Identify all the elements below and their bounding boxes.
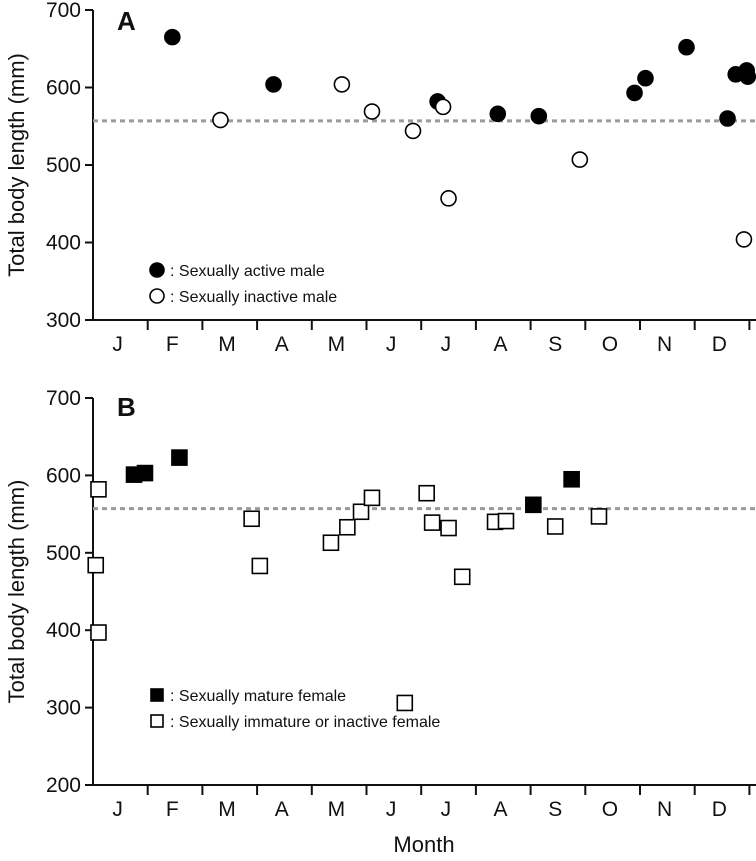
panel-a-month-label: A	[494, 333, 508, 356]
panel-b-point	[136, 464, 154, 482]
panel-b-legend-marker-1	[150, 714, 164, 728]
panel-b-x-axis-title: Month	[393, 832, 454, 857]
panel-b-point	[525, 496, 542, 514]
panel-a-y-tick-label: 300	[46, 309, 81, 332]
panel-b-point	[453, 568, 471, 586]
panel-b-point	[90, 481, 107, 498]
panel-b-y-axis-title: Total body length (mm)	[4, 480, 29, 704]
panel-b-point	[396, 694, 414, 712]
panel-b-point	[440, 519, 457, 537]
panel-b-month-label: M	[218, 798, 236, 821]
panel-b-point	[339, 518, 356, 536]
panel-a-point	[212, 111, 229, 129]
panel-b-month-label: J	[386, 798, 397, 821]
panel-a-point	[735, 231, 753, 248]
panel-a-point	[739, 68, 756, 85]
panel-b-y-tick-label: 600	[46, 464, 81, 487]
panel-a-month-label: D	[712, 333, 727, 356]
panel-a-month-label: N	[657, 333, 672, 356]
panel-a-point	[637, 69, 654, 87]
panel-b-group: 200 300 400 500 600 700 J F M A M J J A S O N D Total body…	[4, 387, 756, 857]
panel-b-y-tick-label: 400	[46, 619, 81, 642]
panel-a-month-label: A	[275, 333, 289, 356]
panel-b-y-tick-label: 200	[46, 774, 81, 797]
panel-b-y-tick-label: 300	[46, 697, 81, 720]
panel-a-legend-label-0: : Sexually active male	[170, 263, 325, 280]
panel-b-month-label: N	[657, 798, 672, 821]
panel-a-month-label: M	[218, 333, 236, 356]
panel-b-point	[497, 512, 515, 530]
panel-b-point	[87, 556, 105, 574]
panel-a-legend-label-1: : Sexually inactive male	[170, 289, 337, 306]
panel-b-point	[563, 470, 580, 488]
panel-a-month-label: J	[441, 333, 452, 356]
panel-a-point	[440, 190, 457, 207]
panel-b-month-label: F	[166, 798, 179, 821]
panel-a-month-label: J	[386, 333, 397, 356]
panel-a-point	[719, 110, 736, 127]
panel-a-month-label: O	[602, 333, 618, 356]
panel-a-point	[678, 38, 695, 56]
panel-a-y-axis-title: Total body length (mm)	[4, 53, 29, 277]
panel-a-y-tick-label: 600	[46, 77, 81, 100]
panel-b-label: B	[117, 392, 136, 422]
panel-a-y-tick-label: 700	[46, 0, 81, 22]
panel-b-point	[243, 510, 260, 528]
panel-b-y-tick-label: 500	[46, 542, 81, 565]
panel-a-legend-marker-1	[149, 288, 165, 304]
panel-a-point	[404, 122, 422, 140]
panel-b-point	[322, 534, 340, 552]
panel-b-point	[418, 484, 435, 502]
panel-b-month-label: J	[441, 798, 452, 821]
panel-a-month-label: J	[112, 333, 123, 356]
panel-b-month-label: M	[328, 798, 346, 821]
panel-a-point	[333, 76, 351, 93]
panel-a-point	[363, 103, 381, 120]
panel-b-month-label: A	[275, 798, 289, 821]
panel-b-month-label: A	[494, 798, 508, 821]
panel-b-legend-marker-0	[150, 688, 164, 702]
panel-a-month-label: M	[328, 333, 346, 356]
panel-b-legend-label-1: : Sexually immature or inactive female	[170, 714, 440, 731]
panel-b-point	[352, 503, 370, 521]
panel-b-month-label: S	[548, 798, 562, 821]
panel-b-point	[546, 518, 564, 535]
panel-a-y-tick-label: 400	[46, 232, 81, 255]
panel-a-point	[265, 76, 282, 93]
panel-a-point	[530, 107, 548, 125]
panel-b-month-label: O	[602, 798, 618, 821]
panel-a-month-label: S	[548, 333, 562, 356]
panel-b-y-tick-label: 700	[46, 387, 81, 410]
panel-b-point	[423, 514, 441, 531]
panel-b-point	[171, 449, 188, 466]
panel-a-y-tick-label: 500	[46, 154, 81, 177]
panel-a-point	[434, 98, 452, 116]
panel-a-point	[571, 151, 589, 168]
panel-a-label: A	[117, 6, 136, 36]
panel-a-legend-marker-0	[149, 262, 165, 278]
panel-b-point	[90, 624, 107, 641]
panel-b-point	[251, 557, 269, 575]
panel-b-legend-label-0: : Sexually mature female	[170, 688, 346, 705]
panel-a-point	[164, 28, 181, 46]
panel-b-month-label: D	[712, 798, 727, 821]
panel-a-point	[626, 84, 643, 102]
panel-b-point	[363, 489, 381, 507]
panel-b-point	[590, 508, 608, 525]
panel-b-month-label: J	[112, 798, 123, 821]
panel-a-month-label: F	[166, 333, 179, 356]
panel-a-point	[489, 105, 507, 123]
panel-a-group: 300 400 500 600 700 J F M A M J J A S O N D Total body le…	[4, 0, 756, 356]
